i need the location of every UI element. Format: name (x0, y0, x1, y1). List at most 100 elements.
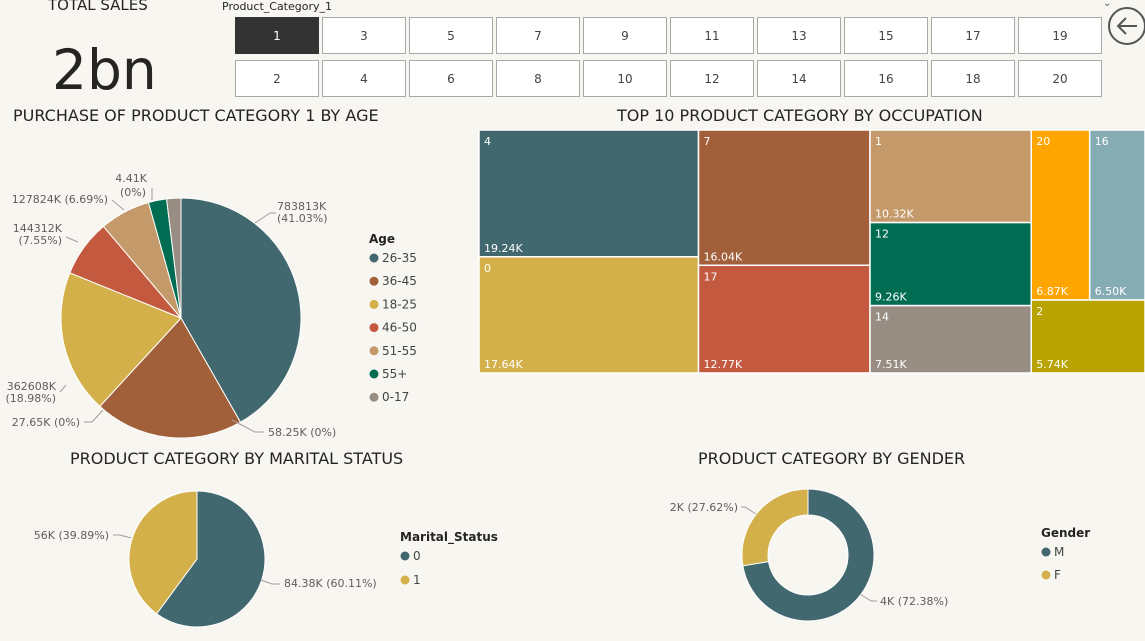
age-leader-46-50 (65, 236, 79, 243)
marital-slice-1[interactable] (128, 490, 198, 615)
age-label-26-35-value: 783813K (277, 200, 327, 213)
marital-legend-marker-1 (400, 575, 410, 585)
treemap-name-7: 7 (704, 135, 711, 148)
treemap-tile-14[interactable] (869, 304, 1033, 374)
slicer-option-1[interactable]: 1 (235, 17, 319, 54)
slicer-option-7[interactable]: 7 (496, 17, 580, 54)
age-slice-0-17[interactable] (166, 197, 182, 319)
treemap-value-0: 17.64K (484, 358, 523, 371)
age-slice-26-35[interactable] (180, 197, 302, 423)
age-label-small-value: 4.41K (115, 172, 147, 185)
age-leader-51-55 (111, 199, 125, 211)
gender-label-M: 4K (72.38%) (880, 595, 948, 608)
age-legend-item-18-25: 18-25 (382, 297, 417, 311)
age-label-18-25-value: 362608K (7, 380, 57, 393)
age-legend-item-0-17: 0-17 (382, 390, 409, 404)
age-legend-item-55+: 55+ (382, 367, 407, 381)
treemap-value-2: 5.74K (1036, 358, 1068, 371)
marital-label-1: 56K (39.89%) (34, 529, 109, 542)
age-legend-marker-46-50 (369, 323, 379, 333)
back-arrow-icon[interactable] (1107, 6, 1145, 46)
gender-legend-item-F: F (1054, 568, 1061, 582)
age-legend-title: Age (369, 232, 395, 246)
chevron-down-icon[interactable]: ⌄ (1103, 0, 1112, 9)
marital-leader-0 (260, 579, 280, 585)
gender-legend-marker-M (1041, 547, 1051, 557)
age-leader-18-25 (59, 384, 67, 393)
gender-legend-item-M: M (1054, 545, 1064, 559)
treemap-value-1: 10.32K (875, 208, 914, 221)
total-sales-value: 2bn (52, 38, 157, 102)
slicer-option-18[interactable]: 18 (931, 60, 1015, 97)
gender-chart-title: PRODUCT CATEGORY BY GENDER (698, 449, 966, 468)
slicer-option-6[interactable]: 6 (409, 60, 493, 97)
gender-slice-F[interactable] (741, 488, 809, 567)
age-legend-item-51-55: 51-55 (382, 344, 417, 358)
treemap-name-4: 4 (484, 135, 491, 148)
treemap-tile-16[interactable] (1088, 129, 1145, 301)
treemap-tile-20[interactable] (1030, 129, 1091, 301)
age-label-51-55: 127824K (6.69%) (12, 193, 108, 206)
age-legend-marker-51-55 (369, 346, 379, 356)
treemap-tile-12[interactable] (869, 221, 1033, 307)
gender-leader-M (859, 593, 877, 602)
treemap-name-17: 17 (704, 270, 718, 283)
treemap-value-17: 12.77K (704, 358, 743, 371)
age-label-26-35-pct: (41.03%) (277, 212, 328, 225)
treemap-value-20: 6.87K (1036, 285, 1068, 298)
slicer-option-9[interactable]: 9 (583, 17, 667, 54)
age-slice-36-45[interactable] (99, 317, 242, 439)
slicer-option-3[interactable]: 3 (322, 17, 406, 54)
age-label-small-pct: (0%) (120, 186, 146, 199)
treemap-tile-7[interactable] (697, 129, 871, 267)
marital-legend-title: Marital_Status (400, 530, 498, 545)
treemap-value-12: 9.26K (875, 291, 907, 304)
total-sales-title: TOTAL SALES (48, 0, 148, 14)
slicer-option-20[interactable]: 20 (1018, 60, 1102, 97)
treemap-name-16: 16 (1095, 135, 1109, 148)
age-legend-marker-26-35 (369, 253, 379, 263)
slicer-option-13[interactable]: 13 (757, 17, 841, 54)
slicer-option-19[interactable]: 19 (1018, 17, 1102, 54)
slicer-option-5[interactable]: 5 (409, 17, 493, 54)
treemap-tile-2[interactable] (1030, 299, 1145, 374)
treemap-name-14: 14 (875, 311, 889, 324)
occupation-chart-title: TOP 10 PRODUCT CATEGORY BY OCCUPATION (617, 106, 983, 125)
slicer-option-10[interactable]: 10 (583, 60, 667, 97)
age-legend-marker-55+ (369, 369, 379, 379)
age-legend-marker-0-17 (369, 392, 379, 402)
treemap-tile-4[interactable] (478, 129, 700, 258)
marital-label-0: 84.38K (60.11%) (284, 577, 377, 590)
treemap-value-7: 16.04K (704, 250, 743, 263)
slicer-option-2[interactable]: 2 (235, 60, 319, 97)
gender-slice-M[interactable] (742, 488, 875, 622)
gender-label-F: 2K (27.62%) (670, 501, 738, 514)
treemap-name-20: 20 (1036, 135, 1050, 148)
treemap-value-16: 6.50K (1095, 285, 1127, 298)
age-label-46-50-value: 144312K (13, 222, 63, 235)
treemap-tile-0[interactable] (478, 256, 700, 374)
gender-legend-title: Gender (1041, 526, 1090, 540)
age-leader-extra (84, 409, 104, 423)
slicer-option-8[interactable]: 8 (496, 60, 580, 97)
treemap-tile-17[interactable] (697, 264, 871, 374)
slicer-option-17[interactable]: 17 (931, 17, 1015, 54)
age-legend-item-46-50: 46-50 (382, 321, 417, 335)
treemap-name-0: 0 (484, 262, 491, 275)
age-label-18-25-pct: (18.98%) (5, 392, 56, 405)
treemap-tile-1[interactable] (869, 129, 1033, 224)
gender-leader-F (741, 506, 757, 515)
slicer-option-14[interactable]: 14 (757, 60, 841, 97)
marital-legend-marker-0 (400, 551, 410, 561)
slicer-option-15[interactable]: 15 (844, 17, 928, 54)
age-leader-36-45 (231, 419, 264, 433)
slicer-option-12[interactable]: 12 (670, 60, 754, 97)
slicer-option-4[interactable]: 4 (322, 60, 406, 97)
treemap-value-14: 7.51K (875, 358, 907, 371)
slicer-option-11[interactable]: 11 (670, 17, 754, 54)
slicer-title: Product_Category_1 (222, 0, 333, 13)
treemap-name-1: 1 (875, 135, 882, 148)
age-label-36-45: 58.25K (0%) (268, 426, 336, 439)
marital-leader-1 (113, 534, 132, 539)
slicer-option-16[interactable]: 16 (844, 60, 928, 97)
